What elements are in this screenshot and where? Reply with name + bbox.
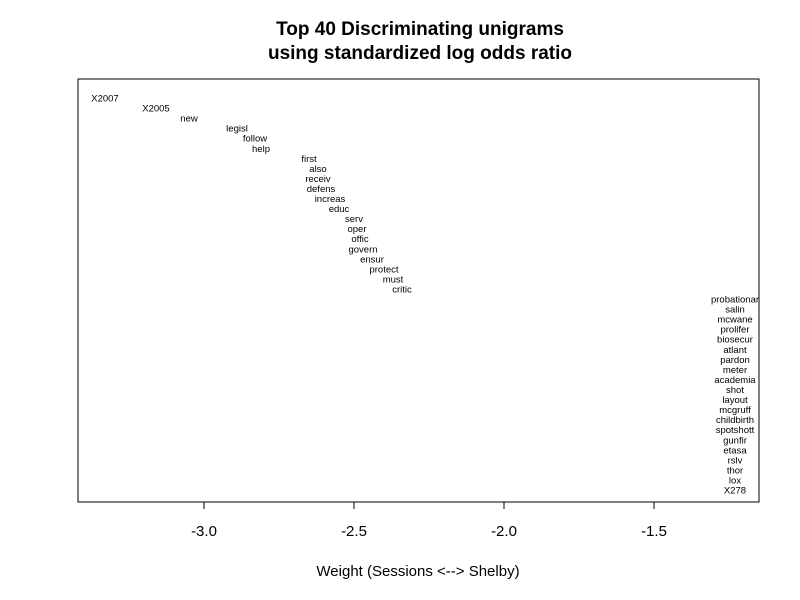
word-point: layout (722, 395, 748, 406)
word-point: serv (345, 214, 363, 225)
word-point: educ (329, 204, 350, 215)
word-point: lox (729, 475, 741, 486)
word-point: biosecur (717, 335, 753, 346)
word-point: X2007 (91, 94, 118, 105)
word-point: atlant (723, 345, 747, 356)
word-point: academia (714, 375, 756, 386)
word-point: new (180, 114, 198, 125)
word-point: offic (351, 234, 369, 245)
chart-title-line-1: Top 40 Discriminating unigrams (276, 19, 564, 40)
word-point: spotshott (716, 425, 755, 436)
word-point: probationar (711, 295, 759, 306)
word-point: thor (727, 465, 743, 476)
word-point: gunfir (723, 435, 747, 446)
x-tick-label: -2.5 (341, 523, 367, 540)
word-point: receiv (305, 174, 331, 185)
word-point: critic (392, 284, 412, 295)
word-point: prolifer (720, 325, 749, 336)
word-point: X278 (724, 486, 746, 497)
word-point: help (252, 144, 270, 155)
word-point: childbirth (716, 415, 754, 426)
word-point: govern (348, 244, 377, 255)
word-point: mcwane (717, 315, 752, 326)
word-point: etasa (723, 445, 747, 456)
word-point: X2005 (142, 104, 169, 115)
x-tick-label: -2.0 (491, 523, 517, 540)
word-point: salin (725, 305, 745, 316)
word-point: protect (369, 264, 398, 275)
x-axis-label: Weight (Sessions <--> Shelby) (316, 563, 519, 580)
word-point: shot (726, 385, 744, 396)
word-point: follow (243, 134, 267, 145)
x-tick-label: -1.5 (641, 523, 667, 540)
word-point: also (309, 164, 326, 175)
word-point: must (383, 274, 404, 285)
word-point: legisl (226, 124, 248, 135)
word-point: mcgruff (719, 405, 751, 416)
chart-title-line-2: using standardized log odds ratio (268, 43, 572, 64)
word-point: ensur (360, 254, 384, 265)
word-point: first (301, 154, 317, 165)
x-axis: -3.0 -2.5 -2.0 -1.5 (191, 501, 667, 540)
word-point: rslv (728, 455, 743, 466)
plot-frame (77, 78, 760, 503)
word-point: meter (723, 365, 747, 376)
word-point: defens (307, 184, 336, 195)
x-tick-label: -3.0 (191, 523, 217, 540)
word-point: pardon (720, 355, 750, 366)
word-point: increas (315, 194, 346, 205)
word-point: oper (347, 224, 366, 235)
